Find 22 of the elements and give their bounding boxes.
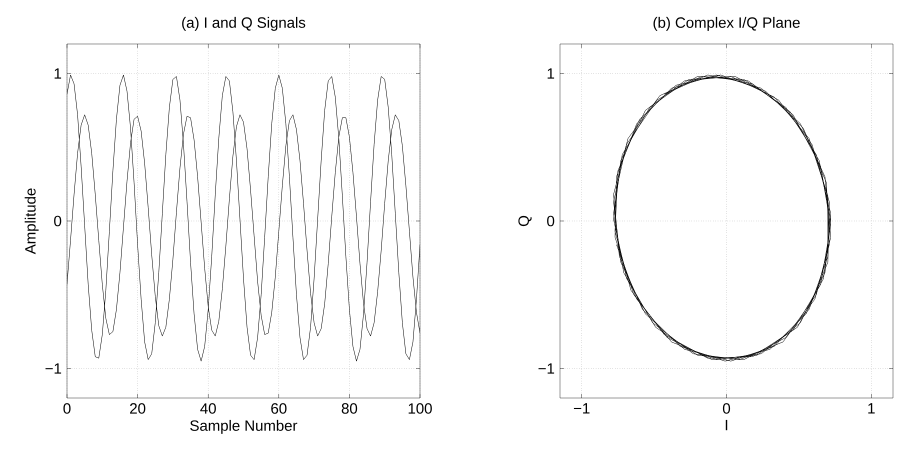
x-tick-label: 0: [722, 403, 730, 414]
x-tick-label: 80: [342, 403, 358, 414]
x-tick-label: 0: [63, 403, 71, 414]
y-tick-label: 0: [54, 216, 62, 226]
y-tick-label: −1: [538, 363, 554, 374]
y-tick-label: 0: [547, 216, 554, 226]
x-tick-label: −1: [574, 403, 590, 414]
chart-title: (a) I and Q Signals: [182, 16, 306, 31]
line-series: [613, 74, 831, 362]
y-axis-title: Q: [518, 216, 532, 226]
y-tick-label: 1: [548, 68, 554, 79]
x-axis-title: I: [726, 420, 728, 430]
y-tick-label: −1: [46, 363, 62, 374]
x-tick-label: 40: [200, 403, 216, 414]
x-tick-label: 20: [130, 403, 146, 414]
y-tick-label: 1: [54, 68, 62, 79]
x-tick-label: 60: [271, 403, 287, 414]
x-tick-label: 1: [868, 403, 875, 414]
x-axis-title: Sample Number: [190, 420, 298, 434]
x-tick-label: 100: [408, 403, 432, 414]
chart-title: (b) Complex I/Q Plane: [654, 16, 800, 31]
y-axis-title: Amplitude: [24, 188, 39, 254]
